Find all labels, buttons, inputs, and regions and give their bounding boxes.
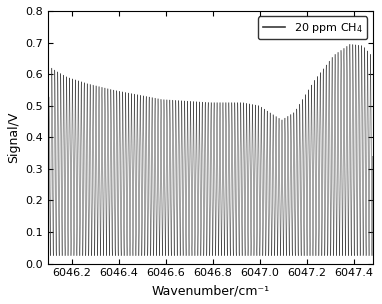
Legend: 20 ppm CH$_4$: 20 ppm CH$_4$ — [258, 16, 367, 40]
Y-axis label: Signal/V: Signal/V — [7, 112, 20, 163]
X-axis label: Wavenumber/cm⁻¹: Wavenumber/cm⁻¹ — [151, 284, 269, 297]
